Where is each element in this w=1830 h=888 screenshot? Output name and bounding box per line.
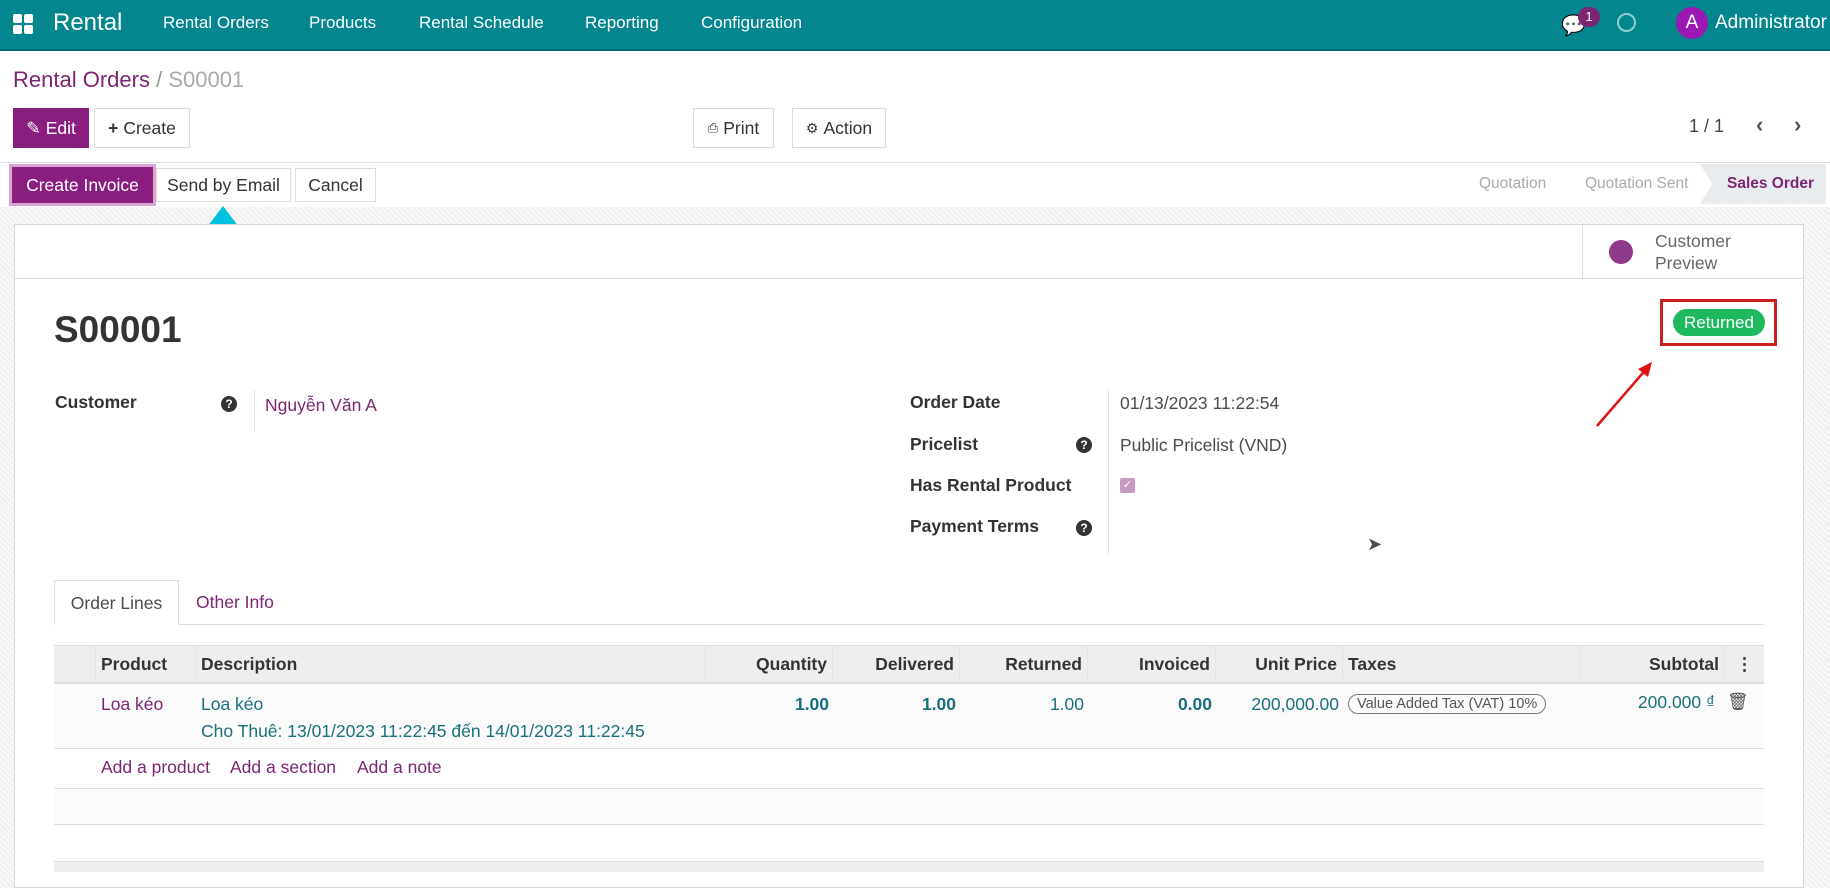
avatar[interactable]: A — [1676, 7, 1708, 39]
cancel-button[interactable]: Cancel — [295, 168, 376, 202]
add-section-link[interactable]: Add a section — [230, 757, 337, 777]
row-quantity[interactable]: 1.00 — [794, 694, 829, 714]
col-subtotal[interactable]: Subtotal — [1581, 645, 1725, 684]
chat-count-badge: 1 — [1578, 7, 1600, 27]
table-footer — [54, 861, 1764, 872]
row-description-rental-period: Cho Thuê: 13/01/2023 11:22:45 đến 14/01/… — [201, 721, 645, 741]
trash-icon[interactable]: 🗑 — [1727, 692, 1749, 711]
globe-icon — [1609, 240, 1633, 264]
col-quantity[interactable]: Quantity — [706, 645, 833, 684]
pager-prev-icon[interactable]: ‹ — [1756, 112, 1764, 137]
col-product[interactable]: Product — [96, 645, 196, 684]
form-sheet: Customer Preview — [14, 224, 1804, 888]
action-button[interactable]: ⚙ Action — [792, 108, 886, 148]
stage-quotation[interactable]: Quotation — [1479, 175, 1547, 192]
tabs-line — [54, 624, 1764, 625]
row-returned[interactable]: 1.00 — [1049, 694, 1084, 714]
print-icon: ⎙ — [707, 120, 719, 135]
col-description[interactable]: Description — [196, 645, 706, 684]
status-badge-returned: Returned — [1673, 309, 1765, 336]
row-invoiced[interactable]: 0.00 — [1177, 694, 1212, 714]
column-options-icon[interactable]: ⋮ — [1735, 654, 1754, 674]
top-navbar: Rental Rental Orders Products Rental Sch… — [0, 0, 1830, 51]
order-title: S00001 — [54, 309, 182, 350]
clock-icon[interactable] — [1617, 13, 1636, 32]
tab-order-lines[interactable]: Order Lines — [54, 580, 179, 625]
menu-configuration[interactable]: Configuration — [701, 13, 803, 32]
pager: 1 / 1 — [1689, 116, 1725, 136]
help-icon[interactable]: ? — [1076, 520, 1092, 536]
menu-rental-orders[interactable]: Rental Orders — [163, 13, 269, 32]
app-name[interactable]: Rental — [53, 9, 123, 36]
row-description[interactable]: Loa kéo — [201, 694, 264, 714]
gear-icon: ⚙ — [805, 119, 819, 136]
menu-products[interactable]: Products — [309, 13, 377, 32]
field-divider — [254, 390, 255, 432]
field-divider — [1108, 390, 1109, 555]
create-invoice-button[interactable]: Create Invoice — [9, 164, 156, 206]
breadcrumb: Rental Orders / S00001 — [13, 67, 245, 92]
customer-label: Customer — [55, 392, 137, 412]
row-product[interactable]: Loa kéo — [101, 694, 164, 714]
row-unit-price[interactable]: 200,000.00 — [1251, 694, 1339, 714]
help-icon[interactable]: ? — [221, 396, 237, 412]
user-name[interactable]: Administrator — [1715, 12, 1827, 33]
menu-rental-schedule[interactable]: Rental Schedule — [419, 13, 544, 32]
customer-preview-button[interactable]: Customer Preview — [1582, 225, 1804, 279]
pricelist-label: Pricelist — [910, 434, 979, 454]
stage-sales-order[interactable]: Sales Order — [1700, 164, 1826, 204]
send-by-email-button[interactable]: Send by Email — [156, 168, 291, 202]
annotation-highlight-box — [1660, 299, 1777, 346]
annotation-arrow — [1596, 362, 1652, 427]
row-tax-badge[interactable]: Value Added Tax (VAT) 10% — [1348, 694, 1547, 714]
pencil-icon: ✎ — [26, 117, 41, 138]
breadcrumb-rental-orders[interactable]: Rental Orders — [13, 67, 150, 92]
col-taxes[interactable]: Taxes — [1343, 645, 1581, 684]
print-button[interactable]: ⎙ Print — [693, 108, 774, 148]
help-icon[interactable]: ? — [1076, 437, 1092, 453]
row-delivered[interactable]: 1.00 — [921, 694, 956, 714]
plus-icon: + — [108, 117, 119, 138]
breadcrumb-current: S00001 — [168, 67, 245, 92]
edit-button[interactable]: ✎ Edit — [13, 108, 89, 148]
pricelist-value: Public Pricelist (VND) — [1120, 435, 1288, 455]
order-date-value: 01/13/2023 11:22:54 — [1120, 393, 1280, 413]
has-rental-label: Has Rental Product — [910, 475, 1072, 495]
has-rental-checkbox[interactable]: ✓ — [1120, 478, 1135, 493]
order-date-label: Order Date — [910, 392, 1001, 412]
col-invoiced[interactable]: Invoiced — [1088, 645, 1216, 684]
table-header — [54, 645, 1764, 684]
col-returned[interactable]: Returned — [960, 645, 1088, 684]
button-box — [15, 225, 1803, 279]
customer-value[interactable]: Nguyễn Văn A — [265, 395, 377, 415]
row-subtotal: 200.000 ₫ — [1637, 692, 1715, 712]
empty-row — [54, 788, 1764, 825]
apps-menu-icon[interactable] — [13, 14, 33, 34]
tab-other-info[interactable]: Other Info — [196, 592, 274, 612]
col-delivered[interactable]: Delivered — [833, 645, 960, 684]
add-product-link[interactable]: Add a product — [101, 757, 210, 777]
pager-next-icon[interactable]: › — [1794, 112, 1802, 137]
stage-quotation-sent[interactable]: Quotation Sent — [1585, 175, 1689, 192]
create-button[interactable]: + Create — [94, 108, 190, 148]
payment-terms-label: Payment Terms — [910, 516, 1040, 536]
add-note-link[interactable]: Add a note — [357, 757, 442, 777]
mouse-cursor-icon: ➤ — [1367, 534, 1383, 554]
divider — [0, 162, 1830, 163]
menu-reporting[interactable]: Reporting — [585, 13, 659, 32]
col-unit-price[interactable]: Unit Price — [1216, 645, 1343, 684]
